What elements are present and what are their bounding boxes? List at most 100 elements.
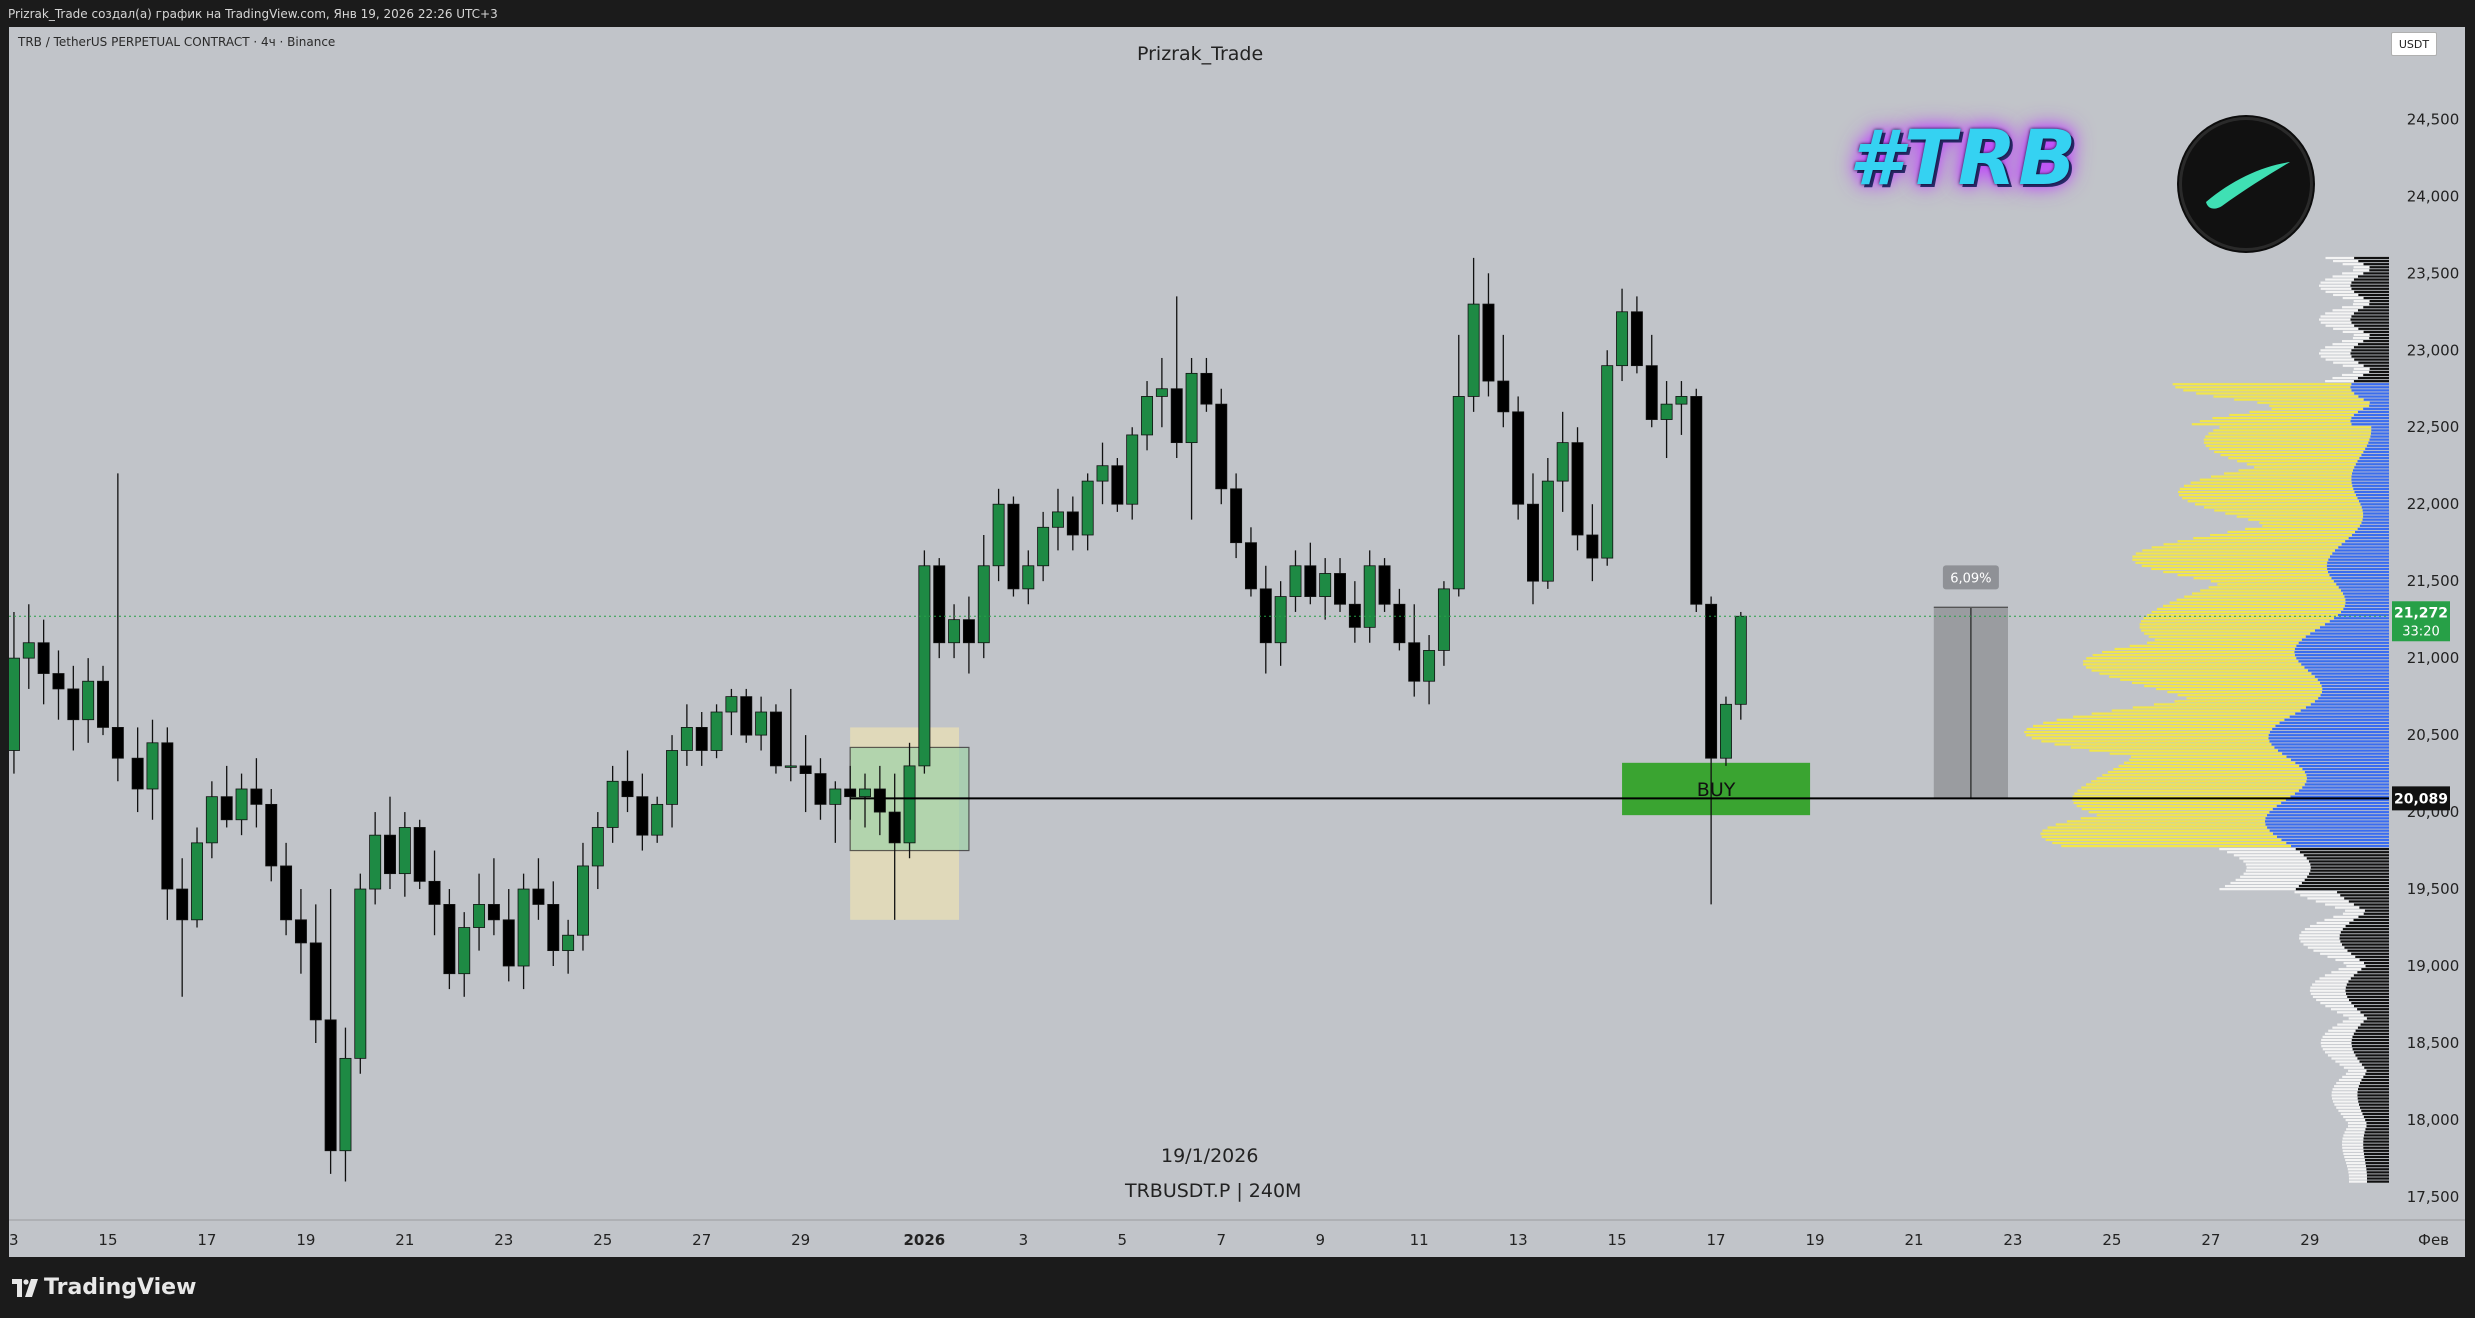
volume-bar [2369, 266, 2389, 269]
volume-bar [2359, 1106, 2389, 1109]
volume-bar [2324, 918, 2354, 922]
volume-bar [2118, 764, 2300, 768]
volume-bar [2369, 303, 2389, 306]
volume-bar [2264, 820, 2389, 823]
chart-frame[interactable]: BUY 6,09% 17,500 18,000 18,500 19,000 19,500 2… [9, 27, 2465, 1257]
buy-zone-label: BUY [1697, 779, 1736, 801]
volume-bar [2340, 589, 2389, 592]
volume-bar [2357, 1091, 2389, 1094]
x-tick-label: 23 [494, 1231, 513, 1249]
volume-bar [2342, 1137, 2364, 1140]
x-tick-label: 19 [296, 1231, 315, 1249]
volume-bar [2306, 774, 2389, 777]
volume-bar [2208, 432, 2371, 435]
volume-bar [2324, 1032, 2354, 1035]
volume-bar [2344, 595, 2389, 598]
candle-body [1274, 596, 1287, 644]
volume-bar [2148, 635, 2306, 638]
buy-zone [1622, 762, 1811, 816]
volume-bar [2307, 897, 2345, 900]
volume-bar [2364, 1131, 2389, 1134]
volume-bar [2200, 589, 2341, 592]
x-tick-label: 21 [395, 1231, 414, 1249]
volume-bar [2196, 392, 2355, 395]
volume-bar [2167, 691, 2322, 694]
volume-bar [2337, 1023, 2361, 1026]
candle-body [606, 780, 619, 828]
volume-bar [2344, 1155, 2365, 1159]
volume-bar [2363, 1152, 2389, 1156]
volume-bar [2364, 961, 2389, 965]
volume-bar [2304, 666, 2389, 669]
volume-bar [2331, 1057, 2358, 1060]
volume-bar [2369, 367, 2389, 370]
candle-body [1630, 311, 1643, 367]
volume-bar [2342, 296, 2364, 300]
volume-bar [2348, 1069, 2367, 1072]
candle-body [1408, 642, 1421, 682]
volume-bar [2210, 475, 2352, 478]
volume-bar [2353, 333, 2370, 337]
volume-bar [2099, 672, 2312, 675]
candle-body [52, 673, 65, 690]
volume-bar [2230, 881, 2302, 885]
x-tick-label: 11 [1410, 1231, 1429, 1249]
volume-bar [2102, 774, 2307, 777]
volume-bar [2355, 955, 2389, 958]
volume-bar [2132, 555, 2330, 558]
volume-bar [2348, 998, 2389, 1002]
candle-body [1660, 403, 1673, 420]
volume-bar [2309, 989, 2346, 992]
volume-bar [2074, 792, 2295, 795]
volume-bar [2291, 844, 2389, 848]
volume-bar [2345, 1158, 2365, 1162]
volume-bar [2369, 404, 2389, 407]
volume-bar [2076, 804, 2277, 808]
volume-bar [2129, 758, 2291, 761]
volume-bar [2348, 980, 2389, 983]
volume-bar [2324, 1051, 2354, 1054]
volume-bar [2307, 946, 2345, 949]
currency-button[interactable]: USDT [2391, 32, 2437, 56]
volume-bar [2355, 493, 2389, 497]
candle-body [1334, 573, 1346, 605]
volume-bar [2073, 715, 2290, 718]
y-tick-label: 22,500 [2407, 418, 2460, 436]
volume-bar [2319, 284, 2351, 287]
volume-bar [2245, 869, 2311, 872]
candle-body [1304, 565, 1317, 597]
candle-body [1734, 615, 1747, 705]
volume-bar [2205, 435, 2371, 438]
volume-bar [2289, 715, 2389, 718]
volume-bar [2353, 266, 2370, 269]
volume-bar [2369, 300, 2389, 303]
volume-bar [2322, 1048, 2353, 1051]
candle-body [680, 727, 693, 751]
volume-bar [2355, 1054, 2389, 1057]
volume-bar [2346, 965, 2366, 968]
candles [9, 257, 1747, 1182]
volume-bar [2353, 918, 2389, 922]
tradingview-logo[interactable]: TradingView [12, 1275, 196, 1300]
top-info-bar: Prizrak_Trade создал(а) график на Tradin… [0, 0, 2475, 27]
volume-bar [2363, 512, 2389, 515]
candle-body [977, 565, 990, 644]
volume-bar [2335, 549, 2389, 552]
volume-bar [2109, 752, 2283, 755]
volume-bar [2033, 724, 2276, 728]
volume-bar [2045, 838, 2282, 841]
candle-body [280, 865, 293, 921]
volume-bar [2163, 543, 2342, 546]
candle-body [1705, 603, 1718, 759]
volume-bar [2325, 256, 2355, 260]
candle-body [755, 711, 768, 736]
candle-body [1096, 465, 1109, 482]
volume-bar [2353, 312, 2389, 315]
candle-body [1319, 573, 1332, 597]
volume-bar [2363, 1115, 2389, 1119]
volume-bar [2354, 466, 2389, 469]
volume-bar [2338, 586, 2389, 589]
volume-bar [2358, 293, 2389, 297]
volume-bar [2365, 1118, 2389, 1122]
